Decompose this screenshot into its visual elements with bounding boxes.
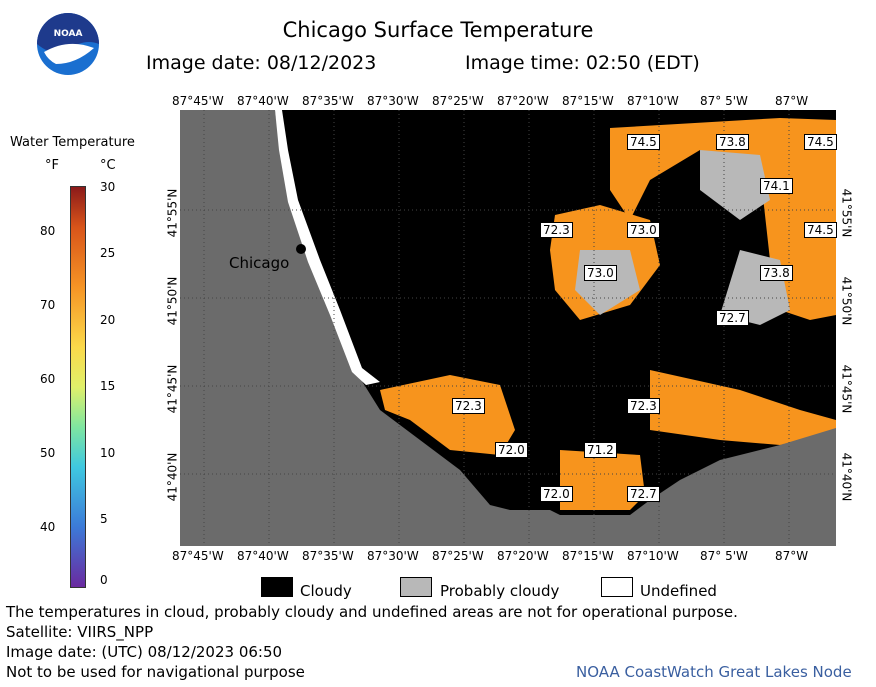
legend-f-tick: 60	[40, 372, 56, 386]
probably-cloudy-area	[700, 150, 770, 220]
page-title: Chicago Surface Temperature	[282, 18, 594, 42]
lon-label: 87°15'W	[562, 94, 614, 108]
legend-c-tick: 5	[100, 512, 108, 526]
temp-label: 73.0	[584, 265, 617, 281]
temp-label: 74.5	[804, 134, 837, 150]
footer-note: The temperatures in cloud, probably clou…	[6, 603, 738, 621]
lon-label: 87°10'W	[627, 549, 679, 563]
temp-label: 72.0	[495, 442, 528, 458]
legend-f-tick: 50	[40, 446, 56, 460]
footer-utc-date: Image date: (UTC) 08/12/2023 06:50	[6, 643, 283, 661]
legend-c-tick: 15	[100, 379, 116, 393]
lat-label: 41°40'N	[839, 452, 854, 502]
warm-water	[380, 375, 515, 455]
noaa-logo: NOAA	[37, 13, 99, 75]
lon-label: 87° 5'W	[700, 549, 748, 563]
temp-label: 72.3	[540, 222, 573, 238]
lon-label: 87°45'W	[172, 549, 224, 563]
key-undefined-label: Undefined	[640, 582, 717, 600]
temp-label: 72.7	[716, 310, 749, 326]
legend-f-tick: 80	[40, 224, 56, 238]
temp-label: 74.5	[804, 222, 837, 238]
lon-label: 87°40'W	[237, 94, 289, 108]
temp-label: 73.8	[760, 265, 793, 281]
temp-label: 72.0	[540, 486, 573, 502]
legend-f-tick: 70	[40, 298, 56, 312]
temp-label: 72.3	[452, 398, 485, 414]
footer-nav-warning: Not to be used for navigational purpose	[6, 663, 305, 681]
legend-unit-c: °C	[100, 158, 116, 173]
temp-label: 73.0	[627, 222, 660, 238]
lat-label: 41°40'N	[165, 452, 180, 502]
lat-label: 41°45'N	[839, 364, 854, 414]
lon-label: 87°40'W	[237, 549, 289, 563]
temp-label: 72.7	[627, 486, 660, 502]
lon-label: 87°30'W	[367, 549, 419, 563]
key-cloudy-swatch	[261, 577, 293, 597]
key-undefined-swatch	[601, 577, 633, 597]
warm-water	[560, 450, 645, 510]
city-label: Chicago	[229, 254, 290, 272]
lon-label: 87°W	[775, 94, 809, 108]
lat-label: 41°55'N	[165, 188, 180, 238]
temp-label: 73.8	[716, 134, 749, 150]
footer-satellite: Satellite: VIIRS_NPP	[6, 623, 154, 641]
legend-unit-f: °F	[45, 158, 59, 173]
legend-c-tick: 0	[100, 573, 108, 587]
legend-c-tick: 25	[100, 246, 116, 260]
temperature-map	[180, 110, 836, 546]
temp-label: 74.1	[760, 178, 793, 194]
land-area	[180, 110, 836, 546]
lat-label: 41°45'N	[165, 364, 180, 414]
image-date: Image date: 08/12/2023	[146, 52, 377, 74]
lon-label: 87°20'W	[497, 94, 549, 108]
legend-c-tick: 20	[100, 313, 116, 327]
temp-label: 71.2	[584, 442, 617, 458]
lon-label: 87°20'W	[497, 549, 549, 563]
legend-c-tick: 10	[100, 446, 116, 460]
legend-title: Water Temperature	[10, 135, 135, 150]
lon-label: 87°25'W	[432, 549, 484, 563]
key-probably-cloudy-swatch	[400, 577, 432, 597]
legend-f-tick: 40	[40, 520, 56, 534]
lon-label: 87°35'W	[302, 549, 354, 563]
footer-credit: NOAA CoastWatch Great Lakes Node	[576, 663, 852, 681]
lon-label: 87°W	[775, 549, 809, 563]
lon-label: 87°15'W	[562, 549, 614, 563]
lon-label: 87°35'W	[302, 94, 354, 108]
chicago-marker	[296, 244, 306, 254]
key-cloudy-label: Cloudy	[300, 582, 352, 600]
temp-label: 72.3	[627, 398, 660, 414]
lon-label: 87°10'W	[627, 94, 679, 108]
key-probably-cloudy-label: Probably cloudy	[440, 582, 560, 600]
gull-icon	[44, 43, 94, 64]
lat-label: 41°50'N	[839, 276, 854, 326]
lat-label: 41°50'N	[165, 276, 180, 326]
lon-label: 87° 5'W	[700, 94, 748, 108]
lon-label: 87°45'W	[172, 94, 224, 108]
temp-label: 74.5	[627, 134, 660, 150]
logo-text: NOAA	[54, 29, 83, 39]
legend-c-tick: 30	[100, 180, 116, 194]
legend-colorbar	[70, 186, 86, 588]
image-time: Image time: 02:50 (EDT)	[465, 52, 700, 74]
lat-label: 41°55'N	[839, 188, 854, 238]
lon-label: 87°30'W	[367, 94, 419, 108]
lon-label: 87°25'W	[432, 94, 484, 108]
undefined-area	[275, 110, 380, 385]
